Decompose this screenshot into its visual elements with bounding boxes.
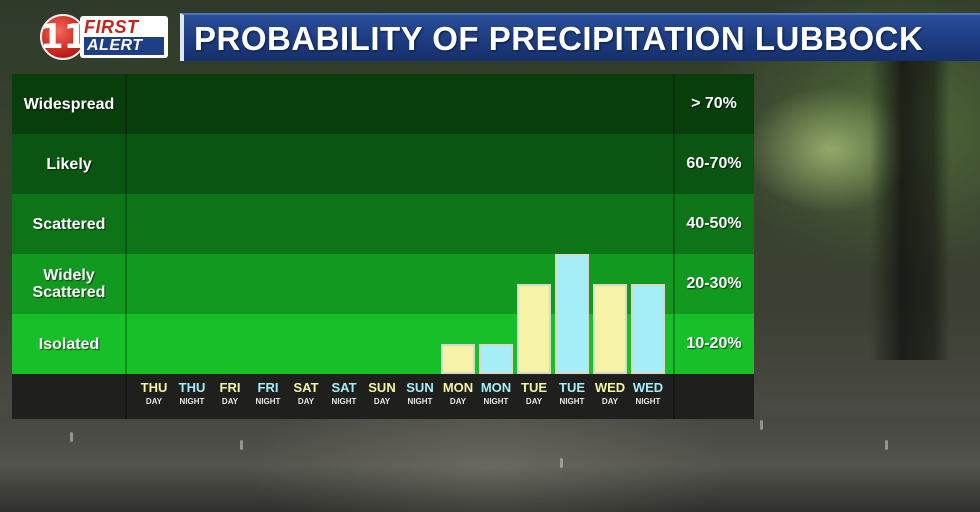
period-tick-label: THU DAY: [135, 374, 173, 419]
period-tick-label: FRI NIGHT: [249, 374, 287, 419]
band-label: Widespread: [23, 95, 115, 113]
band-label: Widely Scattered: [32, 267, 106, 301]
band-isolated: Isolated 10-20%: [12, 314, 754, 374]
period-tick-label: FRI DAY: [211, 374, 249, 419]
period-part-label: NIGHT: [635, 397, 661, 406]
period-day-label: THU: [140, 380, 168, 395]
period-part-label: DAY: [145, 397, 163, 406]
raindrop-decoration: [885, 440, 888, 450]
first-alert-logo: 11 FIRST ALERT: [40, 12, 168, 62]
logo-wordmark: FIRST ALERT: [80, 16, 168, 58]
chart-title: PROBABILITY OF PRECIPITATION LUBBOCK: [194, 20, 924, 57]
period-part-label: DAY: [297, 397, 315, 406]
background-wet-ground: [0, 420, 980, 512]
band-range: 60-70%: [686, 155, 742, 172]
period-axis: THU DAY THU NIGHT FRI DAY FRI NIGHT SAT DAY SAT NIG…: [12, 374, 754, 419]
period-day-label: MON: [480, 380, 512, 395]
raindrop-decoration: [70, 432, 73, 442]
period-tick-label: WED NIGHT: [629, 374, 667, 419]
period-part-label: NIGHT: [483, 397, 509, 406]
background-tree-trunk: [870, 60, 950, 360]
band-likely: Likely 60-70%: [12, 134, 754, 194]
range-column-divider: [673, 74, 675, 419]
precip-chart: Widespread > 70% Likely 60-70% Scattered…: [12, 74, 754, 419]
raindrop-decoration: [760, 420, 763, 430]
period-day-label: SUN: [406, 380, 434, 395]
precip-bar: [631, 284, 665, 374]
period-day-label: SUN: [368, 380, 396, 395]
band-label: Likely: [46, 155, 92, 173]
period-day-label: SAT: [331, 380, 357, 395]
label-column-divider: [125, 74, 127, 419]
period-part-label: DAY: [601, 397, 619, 406]
precip-bar: [555, 254, 589, 374]
band-range: 10-20%: [686, 335, 742, 352]
logo-number: 11: [40, 17, 88, 57]
period-tick-label: THU NIGHT: [173, 374, 211, 419]
period-day-label: WED: [632, 380, 664, 395]
period-part-label: NIGHT: [407, 397, 433, 406]
period-day-label: FRI: [219, 380, 241, 395]
band-widespread: Widespread > 70%: [12, 74, 754, 134]
period-part-label: DAY: [373, 397, 391, 406]
period-part-label: NIGHT: [559, 397, 585, 406]
period-part-label: DAY: [449, 397, 467, 406]
band-range: > 70%: [691, 95, 737, 112]
logo-word-first: FIRST: [84, 17, 139, 37]
band-range: 20-30%: [686, 275, 742, 292]
title-bar: PROBABILITY OF PRECIPITATION LUBBOCK: [180, 13, 980, 61]
period-part-label: NIGHT: [331, 397, 357, 406]
band-range: 40-50%: [686, 215, 742, 232]
logo-circle: [40, 14, 86, 60]
period-part-label: NIGHT: [255, 397, 281, 406]
period-tick-label: TUE DAY: [515, 374, 553, 419]
period-tick-label: SUN NIGHT: [401, 374, 439, 419]
period-day-label: THU: [178, 380, 206, 395]
period-day-label: MON: [442, 380, 474, 395]
precip-bar: [517, 284, 551, 374]
band-label: Isolated: [38, 335, 100, 353]
band-scattered: Scattered 40-50%: [12, 194, 754, 254]
period-tick-label: SAT DAY: [287, 374, 325, 419]
period-day-label: SAT: [293, 380, 319, 395]
period-day-label: WED: [594, 380, 626, 395]
period-part-label: NIGHT: [179, 397, 205, 406]
raindrop-decoration: [560, 458, 563, 468]
period-day-label: FRI: [257, 380, 279, 395]
period-day-label: TUE: [521, 380, 547, 395]
precip-bar: [479, 344, 513, 374]
period-part-label: DAY: [221, 397, 239, 406]
band-label: Scattered: [32, 215, 106, 233]
raindrop-decoration: [240, 440, 243, 450]
period-tick-label: MON NIGHT: [477, 374, 515, 419]
period-part-label: DAY: [525, 397, 543, 406]
band-widely-scattered: Widely Scattered 20-30%: [12, 254, 754, 314]
period-tick-label: WED DAY: [591, 374, 629, 419]
logo-word-alert: ALERT: [84, 37, 164, 55]
period-day-label: TUE: [559, 380, 585, 395]
period-tick-label: SUN DAY: [363, 374, 401, 419]
precip-bar: [593, 284, 627, 374]
period-tick-label: TUE NIGHT: [553, 374, 591, 419]
precip-bar: [441, 344, 475, 374]
period-tick-label: SAT NIGHT: [325, 374, 363, 419]
period-tick-label: MON DAY: [439, 374, 477, 419]
